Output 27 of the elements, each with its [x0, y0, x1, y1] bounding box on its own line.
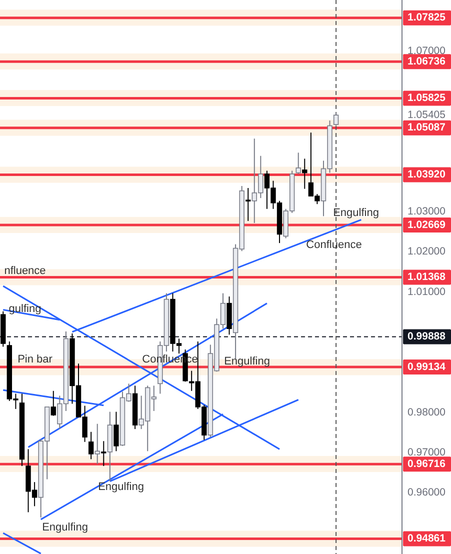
y-tick-label: 1.01000 [408, 286, 446, 298]
y-tick-label: 0.96000 [408, 486, 446, 499]
y-tick-label: 1.02000 [408, 246, 446, 258]
ref-line-label: 1.07825 [408, 12, 446, 24]
ref-line-label: 1.02669 [408, 218, 446, 231]
y-tick-label: 0.97000 [408, 446, 446, 459]
y-tick-label: 1.03000 [408, 206, 446, 218]
ref-line-label: 0.99134 [408, 360, 446, 373]
annotation: Engulfing [42, 521, 88, 534]
ref-line-label: 0.96716 [408, 458, 446, 470]
ref-line-label: 1.03920 [408, 168, 446, 181]
annotation: Engulfing [224, 355, 270, 368]
y-tick-label: 1.05405 [408, 108, 446, 121]
annotation: Confluence [306, 238, 362, 251]
ref-line-label: 0.94861 [408, 532, 446, 544]
ref-line-label: 1.05087 [408, 122, 446, 134]
ref-line-label: 1.01368 [408, 271, 446, 284]
annotation: Pin bar [18, 353, 53, 366]
ref-line-label: 1.06736 [408, 55, 446, 68]
annotation: Engulfing [98, 480, 144, 493]
annotation: nfluence [4, 265, 46, 278]
ref-line-label: 1.05825 [408, 92, 446, 104]
annotation: gulfing [8, 302, 42, 315]
ref-line-label: 0.99888 [408, 330, 446, 343]
annotation: Engulfing [333, 206, 379, 219]
y-tick-label: 0.98000 [408, 406, 446, 418]
y-tick-label: 1.07000 [408, 44, 446, 57]
